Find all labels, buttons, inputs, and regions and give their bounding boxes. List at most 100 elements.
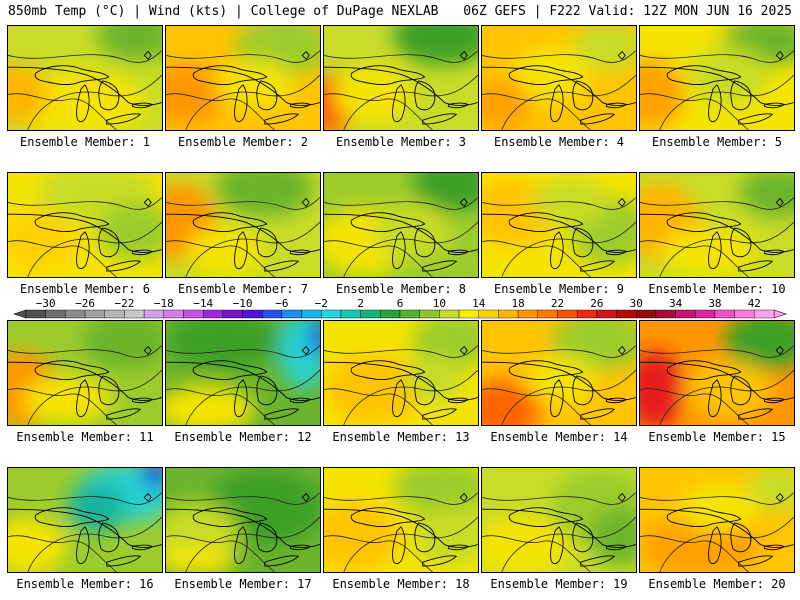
coastline: [166, 213, 320, 253]
height-contour: [324, 492, 478, 505]
coastline: [580, 260, 616, 272]
temperature-region: [166, 384, 255, 425]
colorbar-tick-label: 38: [708, 297, 721, 310]
height-contour: [640, 50, 794, 63]
coastline: [482, 213, 636, 253]
height-contour: [343, 516, 478, 572]
temperature-region: [324, 355, 423, 425]
coastline: [34, 212, 110, 232]
colorbar-segment: [498, 309, 519, 319]
coastline: [459, 345, 468, 356]
ensemble-member-label: Ensemble Member: 8: [335, 282, 467, 296]
coastline: [234, 379, 248, 418]
height-contour: [8, 492, 162, 505]
temperature-region: [640, 60, 685, 130]
colorbar-segment: [714, 309, 735, 319]
coastline: [572, 522, 594, 553]
height-contour: [640, 492, 794, 505]
coastline: [666, 507, 742, 527]
coastline: [640, 361, 794, 401]
height-contour: [166, 93, 275, 130]
colorbar-segment: [202, 309, 224, 319]
temperature-region: [590, 507, 636, 567]
temperature-region: [482, 379, 542, 425]
temperature-region: [96, 26, 162, 61]
coastline: [234, 84, 248, 123]
coastline: [738, 408, 774, 420]
height-contour: [8, 345, 162, 358]
coastline: [730, 522, 752, 553]
coastline: [166, 508, 320, 548]
coastline: [414, 227, 436, 258]
coastline: [192, 212, 268, 232]
ensemble-map-3: [323, 25, 479, 131]
coastline: [143, 345, 152, 356]
height-contour: [659, 221, 794, 277]
coastline: [550, 379, 564, 418]
height-contour: [482, 197, 636, 210]
colorbar-segment: [242, 309, 263, 319]
height-contour: [482, 388, 591, 425]
coastline: [459, 50, 468, 61]
coastline: [34, 507, 110, 527]
coastline: [234, 231, 248, 270]
colorbar-tick-label: −14: [193, 297, 213, 310]
colorbar-tick-label: 42: [748, 297, 761, 310]
coastline: [350, 507, 426, 527]
height-contour: [185, 74, 320, 130]
ensemble-map-13: [323, 320, 479, 426]
coastline: [301, 345, 310, 356]
height-contour: [324, 197, 478, 210]
height-contour: [166, 492, 320, 505]
ensemble-member-label: Ensemble Member: 14: [490, 430, 628, 444]
coastline: [508, 65, 584, 85]
coastline: [508, 507, 584, 527]
height-contour: [27, 369, 162, 425]
ensemble-map-19: [481, 467, 637, 573]
coastline: [301, 197, 310, 208]
colorbar-tick-label: −26: [75, 297, 95, 310]
colorbar-segment: [439, 309, 460, 319]
height-contour: [8, 197, 162, 210]
title-left: 850mb Temp (°C) | Wind (kts) | College o…: [8, 4, 439, 19]
height-contour: [482, 345, 636, 358]
temperature-region: [8, 212, 78, 272]
height-contour: [343, 221, 478, 277]
colorbar-tick-label: 6: [397, 297, 404, 310]
colorbar-segment: [695, 309, 716, 319]
coastline: [256, 80, 278, 111]
temperature-region: [723, 321, 794, 371]
coastline: [392, 231, 406, 270]
ensemble-member-label: Ensemble Member: 18: [332, 577, 470, 591]
coastline: [708, 231, 722, 270]
coastline: [708, 526, 722, 565]
ensemble-member-label: Ensemble Member: 6: [19, 282, 151, 296]
colorbar-tick-label: −22: [114, 297, 134, 310]
height-contour: [482, 50, 636, 63]
coastline: [775, 197, 784, 208]
colorbar-segment: [84, 309, 105, 319]
height-contour: [482, 535, 591, 572]
coastline: [482, 508, 636, 548]
coastline: [264, 260, 300, 272]
colorbar-tick-label: −6: [275, 297, 288, 310]
height-contour: [501, 221, 636, 277]
height-contour: [324, 240, 433, 277]
colorbar-segment: [124, 309, 145, 319]
height-contour: [166, 240, 275, 277]
height-contour: [166, 535, 275, 572]
height-contour: [659, 369, 794, 425]
height-contour: [482, 240, 591, 277]
coastline: [350, 360, 426, 380]
height-contour: [343, 369, 478, 425]
coastline: [192, 360, 268, 380]
coastline: [738, 555, 774, 567]
temperature-colorbar: −30 −26 −22 −18 −14 −10 −6 −2 2 6 10 14 18 22 26 30 34 38…: [13, 297, 787, 319]
coastline: [8, 213, 162, 253]
temperature-region: [166, 65, 226, 125]
coastline: [666, 212, 742, 232]
height-contour: [185, 221, 320, 277]
colorbar-tick-label: 2: [357, 297, 364, 310]
coastline: [414, 375, 436, 406]
coastline: [106, 555, 142, 567]
